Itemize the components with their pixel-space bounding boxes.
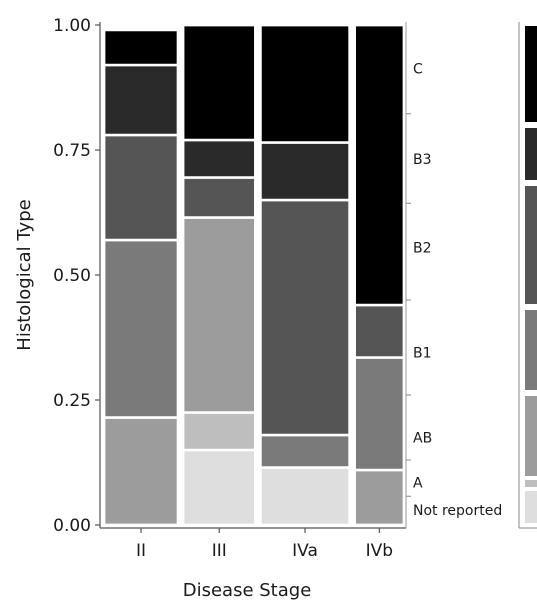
- second-panel-cell: [525, 128, 537, 180]
- mosaic-column-outline: [181, 23, 257, 527]
- mosaic-column-outline: [353, 23, 406, 527]
- x-tick-label: III: [212, 541, 227, 561]
- second-panel-cell: [525, 396, 537, 476]
- second-panel-cell: [525, 480, 537, 487]
- y-tick-label: 0.50: [53, 266, 91, 286]
- type-label: B3: [413, 152, 432, 168]
- mosaic-cell: [102, 28, 180, 67]
- mosaic-cell: [259, 23, 351, 144]
- y-ticks: 0.00 0.25 0.50 0.75 1.00: [53, 16, 100, 536]
- type-label: A: [413, 476, 423, 492]
- mosaic-cell: [259, 198, 351, 437]
- second-panel-cell: [525, 186, 537, 304]
- mosaic-cells: [102, 23, 406, 527]
- x-tick-label: II: [136, 541, 146, 561]
- x-axis-title: Disease Stage: [183, 580, 312, 601]
- x-tick-label: IVa: [292, 541, 318, 561]
- y-tick-label: 0.00: [53, 516, 91, 536]
- right-type-labels: C B3 B2 B1 AB A Not reported: [406, 62, 502, 519]
- mosaic-cell: [102, 133, 180, 242]
- second-panel-cell: [525, 310, 537, 390]
- mosaic-cell: [259, 141, 351, 202]
- x-ticks: II III IVa IVb: [136, 528, 393, 561]
- mosaic-cell: [353, 468, 406, 527]
- mosaic-cell: [181, 448, 257, 527]
- y-tick-label: 0.25: [53, 391, 91, 411]
- second-panel-cell: [525, 26, 537, 122]
- type-label: Not reported: [413, 503, 502, 519]
- mosaic-cell: [353, 356, 406, 472]
- mosaic-cell: [102, 63, 180, 137]
- x-tick-label: IVb: [366, 541, 393, 561]
- mosaic-cell: [259, 433, 351, 469]
- mosaic-cell: [102, 238, 180, 419]
- mosaic-cell: [181, 216, 257, 414]
- mosaic-cell: [353, 303, 406, 359]
- mosaic-column-outline: [102, 23, 180, 527]
- mosaic-column-outline: [259, 23, 351, 527]
- mosaic-cell: [259, 466, 351, 527]
- y-tick-label: 0.75: [53, 141, 91, 161]
- mosaic-cell: [102, 416, 180, 527]
- partial-second-panel: [518, 22, 537, 529]
- type-label: B2: [413, 241, 432, 257]
- mosaic-cell: [353, 23, 406, 307]
- type-label: AB: [413, 431, 432, 447]
- mosaic-cell: [181, 23, 257, 142]
- second-panel-cell: [525, 491, 537, 523]
- mosaic-cell: [181, 176, 257, 219]
- type-label: B1: [413, 346, 432, 362]
- y-axis-title: Histological Type: [14, 199, 35, 350]
- mosaic-cell: [181, 411, 257, 452]
- mosaic-cell: [181, 138, 257, 179]
- type-label: C: [413, 62, 423, 78]
- y-tick-label: 1.00: [53, 16, 91, 36]
